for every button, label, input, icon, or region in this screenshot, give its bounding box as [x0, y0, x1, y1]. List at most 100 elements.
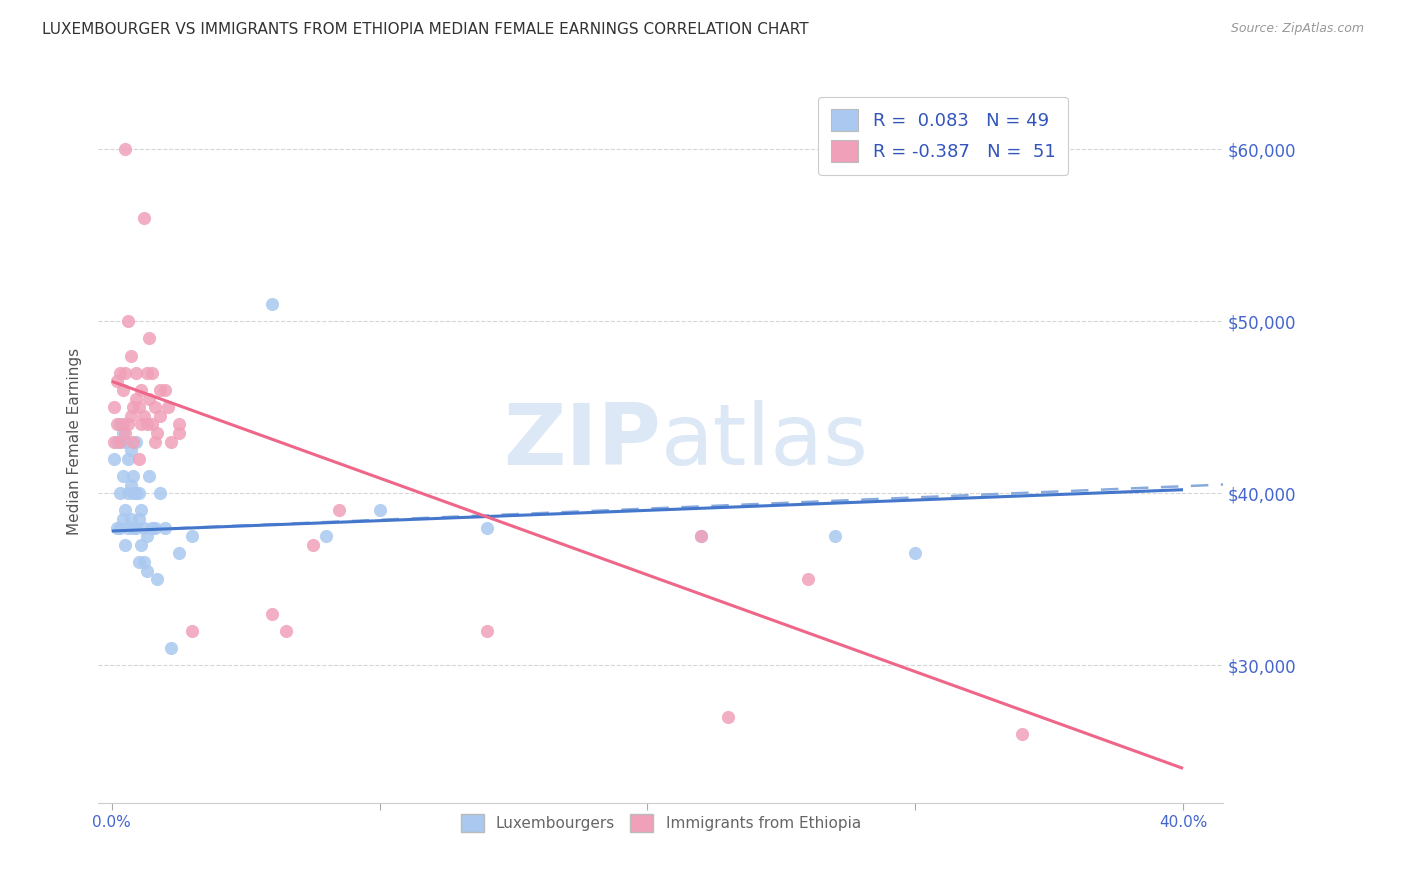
Point	[1011, 727, 1033, 741]
Point	[111, 425, 134, 440]
Point	[128, 512, 150, 526]
Point	[120, 443, 142, 458]
Point	[155, 520, 177, 534]
Point	[120, 477, 142, 491]
Point	[114, 434, 136, 449]
Point	[114, 366, 136, 380]
Point	[301, 538, 323, 552]
Point	[105, 520, 128, 534]
Point	[146, 572, 169, 586]
Point	[117, 520, 139, 534]
Point	[157, 400, 180, 414]
Point	[117, 314, 139, 328]
Point	[135, 529, 157, 543]
Point	[181, 529, 204, 543]
Point	[132, 555, 155, 569]
Point	[904, 546, 927, 560]
Point	[138, 392, 160, 406]
Point	[128, 400, 150, 414]
Point	[129, 538, 152, 552]
Point	[132, 409, 155, 423]
Point	[143, 434, 166, 449]
Point	[125, 486, 148, 500]
Point	[125, 520, 148, 534]
Point	[111, 417, 134, 432]
Point	[122, 520, 145, 534]
Point	[111, 512, 134, 526]
Point	[129, 417, 152, 432]
Point	[129, 383, 152, 397]
Point	[274, 624, 297, 638]
Point	[111, 469, 134, 483]
Point	[141, 417, 163, 432]
Point	[111, 383, 134, 397]
Point	[181, 624, 204, 638]
Point	[125, 434, 148, 449]
Point	[368, 503, 391, 517]
Point	[128, 555, 150, 569]
Point	[122, 434, 145, 449]
Point	[475, 624, 498, 638]
Point	[129, 503, 152, 517]
Point	[167, 546, 190, 560]
Point	[135, 366, 157, 380]
Point	[128, 451, 150, 466]
Point	[797, 572, 820, 586]
Point	[138, 331, 160, 345]
Point	[717, 710, 740, 724]
Point	[132, 211, 155, 225]
Point	[167, 417, 190, 432]
Point	[108, 417, 131, 432]
Point	[824, 529, 846, 543]
Point	[155, 383, 177, 397]
Point	[125, 366, 148, 380]
Point	[105, 417, 128, 432]
Text: Source: ZipAtlas.com: Source: ZipAtlas.com	[1230, 22, 1364, 36]
Point	[108, 366, 131, 380]
Point	[108, 520, 131, 534]
Point	[141, 366, 163, 380]
Point	[690, 529, 713, 543]
Point	[117, 451, 139, 466]
Point	[132, 520, 155, 534]
Point	[105, 375, 128, 389]
Point	[262, 297, 284, 311]
Point	[141, 520, 163, 534]
Point	[315, 529, 337, 543]
Point	[135, 417, 157, 432]
Point	[122, 486, 145, 500]
Point	[117, 486, 139, 500]
Point	[105, 434, 128, 449]
Point	[149, 383, 172, 397]
Text: atlas: atlas	[661, 400, 869, 483]
Point	[108, 434, 131, 449]
Point	[138, 469, 160, 483]
Point	[328, 503, 350, 517]
Point	[143, 400, 166, 414]
Point	[149, 486, 172, 500]
Legend: Luxembourgers, Immigrants from Ethiopia: Luxembourgers, Immigrants from Ethiopia	[454, 807, 868, 838]
Point	[117, 417, 139, 432]
Point	[103, 434, 125, 449]
Point	[120, 349, 142, 363]
Point	[108, 486, 131, 500]
Point	[103, 400, 125, 414]
Point	[690, 529, 713, 543]
Point	[167, 425, 190, 440]
Point	[114, 538, 136, 552]
Text: LUXEMBOURGER VS IMMIGRANTS FROM ETHIOPIA MEDIAN FEMALE EARNINGS CORRELATION CHAR: LUXEMBOURGER VS IMMIGRANTS FROM ETHIOPIA…	[42, 22, 808, 37]
Point	[122, 400, 145, 414]
Point	[159, 434, 181, 449]
Point	[120, 512, 142, 526]
Point	[128, 486, 150, 500]
Point	[262, 607, 284, 621]
Point	[125, 392, 148, 406]
Point	[114, 142, 136, 156]
Y-axis label: Median Female Earnings: Median Female Earnings	[67, 348, 83, 535]
Point	[475, 520, 498, 534]
Text: ZIP: ZIP	[503, 400, 661, 483]
Point	[146, 425, 169, 440]
Point	[114, 425, 136, 440]
Point	[143, 520, 166, 534]
Point	[159, 640, 181, 655]
